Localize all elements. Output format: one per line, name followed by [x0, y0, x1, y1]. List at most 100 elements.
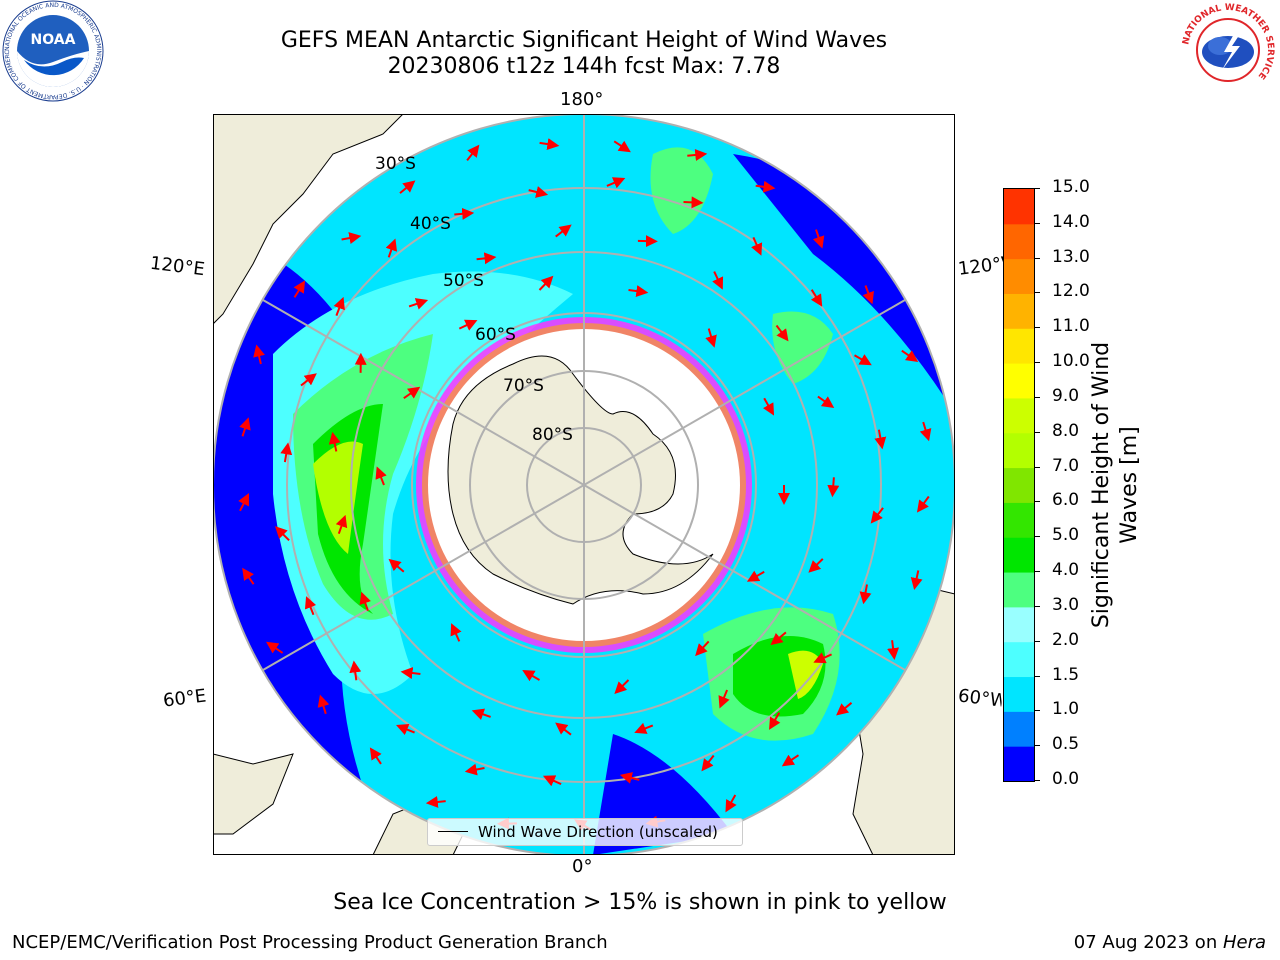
lon-label-180: 180° [560, 89, 604, 110]
wave-arrow [464, 763, 485, 776]
wave-arrow [634, 722, 654, 734]
nws-logo: NATIONAL WEATHER SERVICE [1180, 2, 1276, 98]
wave-arrow [762, 397, 775, 416]
wave-arrow [375, 466, 387, 486]
wave-arrow [450, 623, 462, 642]
wave-arrow [539, 138, 560, 151]
wave-arrow [293, 280, 306, 298]
colorbar-segment [1004, 676, 1034, 712]
wave-arrow [304, 596, 317, 616]
wave-arrow [538, 275, 554, 291]
colorbar-tick-label: 0.0 [1052, 769, 1080, 789]
colorbar-tick [1034, 710, 1040, 712]
lon-label-120w: 120°W [956, 253, 1008, 280]
colorbar-title: Significant Height of Wind Waves [m] [1088, 342, 1144, 628]
wave-arrow [400, 667, 421, 679]
wave-arrow [614, 679, 630, 695]
wave-arrow [770, 631, 787, 646]
wave-arrow [859, 584, 872, 605]
colorbar-segment [1004, 467, 1034, 503]
wave-arrow [238, 493, 250, 512]
colorbar-tick-label: 7.0 [1052, 455, 1080, 476]
wave-arrow [705, 328, 717, 348]
colorbar-tick-label: 10.0 [1052, 351, 1090, 372]
colorbar-tick-label: 6.0 [1052, 490, 1080, 511]
wave-arrow [542, 775, 562, 787]
wave-direction-arrows [238, 138, 932, 831]
wave-arrow [817, 395, 835, 409]
wave-arrow [775, 324, 789, 342]
colorbar-tick [1034, 571, 1040, 573]
colorbar-tick [1034, 431, 1040, 433]
colorbar-tick-label: 8.0 [1052, 420, 1080, 441]
colorbar-segment [1004, 711, 1034, 747]
wave-arrow [333, 296, 345, 316]
colorbar-segment [1004, 328, 1034, 364]
lat-label-60s: 60°S [475, 325, 516, 345]
lat-label-80s: 80°S [532, 425, 573, 445]
colorbar-tick-label: 0.5 [1052, 734, 1080, 755]
colorbar-tick-label: 4.0 [1052, 560, 1080, 581]
wave-arrow [712, 271, 724, 290]
colorbar-tick [1034, 501, 1040, 503]
wave-arrow [701, 754, 715, 772]
lat-label-40s: 40°S [410, 214, 451, 234]
wave-arrow [359, 591, 371, 612]
footer-host: Hera [1222, 932, 1266, 953]
colorbar-segment [1004, 258, 1034, 294]
wave-arrow [827, 477, 840, 498]
wave-arrow [266, 641, 284, 654]
lat-label-70s: 70°S [503, 376, 544, 396]
wave-arrow [274, 526, 290, 542]
wave-arrow [887, 640, 900, 661]
wave-arrow [718, 689, 730, 709]
wave-arrow [328, 431, 341, 452]
wave-arrow [695, 640, 710, 657]
colorbar-segment [1004, 223, 1034, 260]
wave-arrow [870, 507, 884, 524]
wave-arrow [910, 570, 923, 590]
legend-label: Wind Wave Direction (unscaled) [478, 823, 718, 841]
legend-line-swatch [438, 831, 468, 832]
wave-arrow [335, 514, 348, 535]
wave-arrow [628, 285, 649, 298]
wave-arrow [349, 660, 362, 681]
colorbar-tick [1034, 780, 1040, 781]
colorbar-tick [1034, 188, 1040, 189]
colorbar-title-line1: Significant Height of Wind [1089, 341, 1114, 629]
wave-arrow [755, 180, 776, 193]
wave-arrow [810, 289, 823, 307]
colorbar-tick [1034, 466, 1040, 468]
noaa-logo-text: NOAA [31, 32, 76, 48]
colorbar-segment [1004, 746, 1034, 781]
wave-arrow [408, 298, 429, 310]
colorbar-tick-label: 5.0 [1052, 525, 1080, 546]
colorbar-tick [1034, 605, 1040, 607]
colorbar-tick-label: 15.0 [1052, 177, 1090, 197]
wave-arrow [769, 712, 781, 730]
colorbar-segment [1004, 397, 1034, 434]
lon-label-0: 0° [572, 856, 593, 877]
colorbar-segment [1004, 363, 1034, 399]
noaa-logo: NATIONAL OCEANIC AND ATMOSPHERIC ADMINIS… [2, 0, 104, 102]
wave-arrow [751, 236, 763, 256]
wave-arrow [522, 669, 541, 682]
colorbar-tick [1034, 257, 1040, 259]
wave-arrow [687, 149, 708, 161]
map-legend: Wind Wave Direction (unscaled) [427, 818, 743, 846]
colorbar-tick-label: 9.0 [1052, 385, 1080, 406]
chart-title: GEFS MEAN Antarctic Significant Height o… [280, 28, 888, 53]
wave-arrow [471, 708, 491, 720]
wave-arrow [862, 285, 874, 305]
lon-label-120e: 120°E [148, 252, 206, 281]
wave-arrow [619, 772, 640, 784]
colorbar-tick-label: 13.0 [1052, 246, 1090, 267]
wave-arrow [385, 238, 398, 258]
sea-ice-caption: Sea Ice Concentration > 15% is shown in … [333, 890, 947, 915]
wave-arrow [300, 373, 317, 387]
wave-arrow [341, 232, 362, 244]
wave-arrow [746, 570, 765, 582]
wave-arrow [253, 344, 265, 365]
colorbar-tick [1034, 396, 1040, 398]
wave-arrow [919, 421, 932, 442]
